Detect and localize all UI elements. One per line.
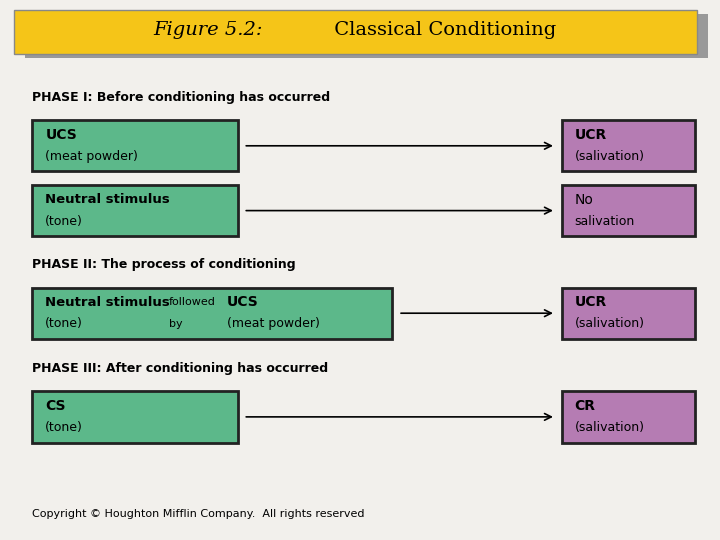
- Text: (tone): (tone): [45, 421, 84, 434]
- Text: Copyright © Houghton Mifflin Company.  All rights reserved: Copyright © Houghton Mifflin Company. Al…: [32, 509, 365, 519]
- Text: Neutral stimulus: Neutral stimulus: [45, 296, 170, 309]
- Text: PHASE I: Before conditioning has occurred: PHASE I: Before conditioning has occurre…: [32, 91, 330, 104]
- Text: Figure 5.2:: Figure 5.2:: [153, 21, 263, 39]
- Text: Classical Conditioning: Classical Conditioning: [328, 21, 556, 39]
- FancyBboxPatch shape: [562, 391, 695, 443]
- Text: UCS: UCS: [227, 295, 258, 309]
- Text: UCS: UCS: [45, 128, 77, 142]
- Text: PHASE III: After conditioning has occurred: PHASE III: After conditioning has occurr…: [32, 362, 328, 375]
- Text: No: No: [575, 193, 593, 207]
- Text: (salivation): (salivation): [575, 318, 644, 330]
- Text: Neutral stimulus: Neutral stimulus: [45, 193, 170, 206]
- FancyBboxPatch shape: [562, 287, 695, 339]
- Text: UCR: UCR: [575, 128, 607, 142]
- Text: followed: followed: [169, 298, 216, 307]
- Text: (meat powder): (meat powder): [227, 318, 320, 330]
- FancyBboxPatch shape: [32, 185, 238, 237]
- Text: (meat powder): (meat powder): [45, 150, 138, 163]
- Text: (tone): (tone): [45, 215, 84, 228]
- Text: (tone): (tone): [45, 318, 84, 330]
- FancyBboxPatch shape: [32, 391, 238, 443]
- Text: CS: CS: [45, 399, 66, 413]
- Text: PHASE II: The process of conditioning: PHASE II: The process of conditioning: [32, 258, 296, 271]
- FancyBboxPatch shape: [14, 10, 697, 54]
- FancyBboxPatch shape: [32, 120, 238, 172]
- FancyBboxPatch shape: [25, 14, 708, 58]
- Text: by: by: [169, 319, 183, 329]
- Text: CR: CR: [575, 399, 595, 413]
- FancyBboxPatch shape: [562, 185, 695, 237]
- Text: salivation: salivation: [575, 215, 635, 228]
- FancyBboxPatch shape: [32, 287, 392, 339]
- Text: (salivation): (salivation): [575, 150, 644, 163]
- Text: (salivation): (salivation): [575, 421, 644, 434]
- Text: UCR: UCR: [575, 295, 607, 309]
- FancyBboxPatch shape: [562, 120, 695, 172]
